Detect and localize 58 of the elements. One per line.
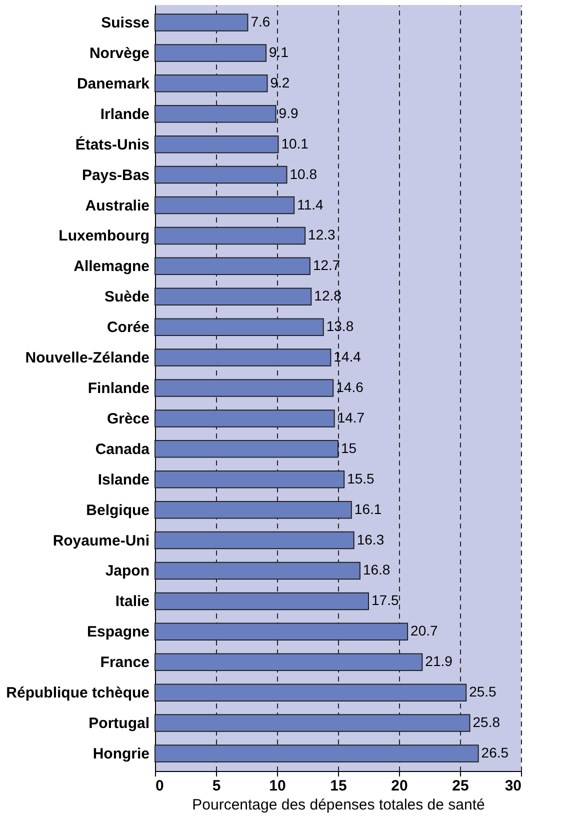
data-label: 12.3 bbox=[308, 226, 336, 243]
data-label: 14.4 bbox=[334, 348, 362, 365]
data-label: 15.5 bbox=[347, 470, 375, 486]
data-label: 25.5 bbox=[469, 684, 497, 700]
data-label: 20.7 bbox=[410, 622, 438, 639]
data-label: 9.9 bbox=[278, 104, 298, 121]
y-tick-label: Islande bbox=[98, 471, 150, 488]
x-tick-label: 15 bbox=[330, 778, 347, 794]
y-tick-label: Grèce bbox=[106, 410, 150, 428]
y-tick-label: États-Unis bbox=[75, 135, 150, 154]
y-tick-label: République tchèque bbox=[6, 684, 150, 702]
data-label: 10.8 bbox=[290, 166, 318, 182]
y-tick-label: Norvège bbox=[89, 44, 150, 62]
data-label: 9.1 bbox=[269, 44, 289, 60]
y-tick-label: Luxembourg bbox=[58, 228, 150, 245]
data-label: 16.8 bbox=[362, 562, 390, 578]
data-label: 14.7 bbox=[337, 409, 365, 426]
data-label: 16.1 bbox=[354, 500, 382, 517]
x-tick-label: 10 bbox=[269, 778, 286, 794]
y-tick-label: Allemagne bbox=[74, 258, 150, 276]
data-label: 16.3 bbox=[356, 531, 384, 548]
data-label: 10.1 bbox=[281, 135, 309, 152]
data-label: 14.6 bbox=[336, 379, 364, 395]
data-label: 15 bbox=[341, 440, 357, 456]
x-tick-label: 0 bbox=[156, 778, 164, 794]
y-tick-label: Corée bbox=[106, 319, 150, 336]
y-tick-label: France bbox=[100, 654, 150, 672]
data-label: 12.8 bbox=[314, 288, 342, 304]
y-tick-label: Irlande bbox=[100, 106, 150, 123]
data-label: 17.5 bbox=[372, 592, 399, 608]
x-axis-title: Pourcentage des dépenses totales de santé bbox=[192, 796, 485, 814]
data-label: 11.4 bbox=[297, 196, 324, 212]
data-label: 21.9 bbox=[425, 653, 453, 670]
y-tick-label: Espagne bbox=[86, 624, 150, 641]
y-tick-label: Japon bbox=[105, 562, 150, 580]
y-tick-label: Canada bbox=[95, 440, 150, 458]
y-tick-label: Finlande bbox=[88, 380, 150, 397]
x-tick-label: 5 bbox=[212, 778, 221, 794]
x-tick-label: 25 bbox=[452, 778, 469, 794]
y-tick-label: Suisse bbox=[101, 14, 150, 32]
y-tick-label: Royaume-Uni bbox=[52, 532, 150, 550]
data-label: 7.6 bbox=[250, 14, 270, 30]
y-tick-label: Danemark bbox=[76, 75, 150, 92]
x-tick-label: 20 bbox=[391, 778, 408, 794]
y-tick-label: Italie bbox=[115, 593, 150, 610]
data-label: 12.7 bbox=[312, 257, 340, 274]
data-label: 13.8 bbox=[326, 318, 354, 334]
y-tick-label: Hongrie bbox=[92, 745, 150, 762]
y-tick-label: Belgique bbox=[86, 502, 150, 519]
y-tick-label: Pays-Bas bbox=[82, 166, 150, 184]
data-label: 25.8 bbox=[472, 714, 500, 730]
data-label: 26.5 bbox=[481, 744, 509, 760]
y-tick-label: Australie bbox=[85, 197, 150, 214]
y-tick-label: Suède bbox=[104, 288, 150, 306]
y-tick-label: Portugal bbox=[88, 715, 150, 732]
y-tick-label: Nouvelle-Zélande bbox=[25, 350, 150, 367]
data-label: 9.2 bbox=[270, 74, 290, 90]
x-tick-label: 30 bbox=[504, 778, 522, 794]
